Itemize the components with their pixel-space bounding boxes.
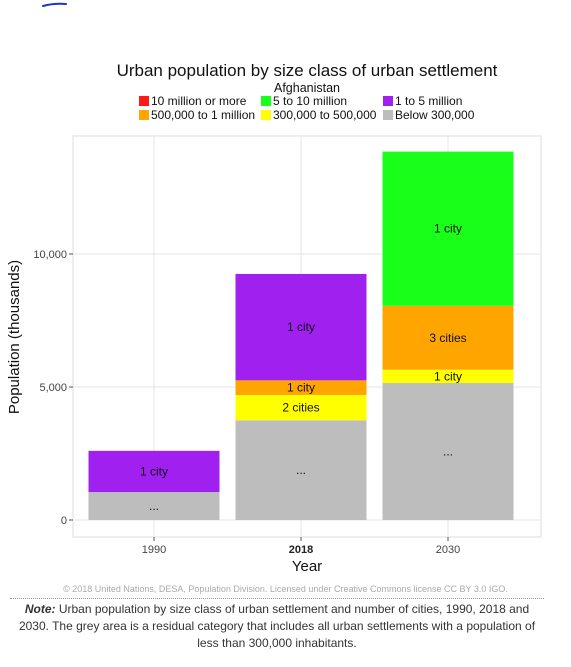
bar-segment	[382, 369, 514, 384]
bar-segment-label: ...	[296, 463, 306, 477]
note-text: Urban population by size class of urban …	[18, 602, 536, 650]
bar-segment-label: ...	[443, 445, 453, 459]
y-tick-label: 0	[61, 515, 67, 527]
chart-subtitle: Afghanistan	[274, 81, 340, 95]
x-axis-title: Year	[292, 558, 322, 575]
bar-segment	[235, 420, 367, 520]
credit-line: © 2018 United Nations, DESA, Population …	[63, 584, 508, 594]
chart: Urban population by size class of urban …	[6, 61, 542, 575]
chart-title: Urban population by size class of urban …	[117, 61, 498, 80]
bar-segment	[382, 305, 514, 370]
legend-swatch	[139, 96, 149, 106]
bar-segment-label: 3 cities	[429, 331, 466, 345]
legend-item-label: 300,000 to 500,000	[273, 108, 377, 122]
y-tick-label: 5,000	[39, 382, 67, 394]
x-tick-label: 2018	[289, 544, 313, 556]
footnote: Note: Urban population by size class of …	[10, 601, 544, 652]
legend-swatch	[383, 110, 393, 120]
bar-segment	[235, 394, 367, 421]
bar-segment	[88, 492, 220, 520]
bar-segment	[88, 450, 220, 493]
x-tick-label: 1990	[142, 544, 166, 556]
bar-segment-label: ...	[149, 499, 159, 513]
bar-segment-label: 1 city	[434, 369, 462, 383]
bar-segment-label: 1 city	[287, 320, 315, 334]
bar-segment	[382, 151, 514, 306]
bar-segment-label: 2 cities	[282, 401, 319, 415]
legend-item-label: 10 million or more	[151, 94, 247, 108]
bar-segment	[235, 273, 367, 381]
plot-area: 0 5,000 10,000 1990 2018 2030... 1 city ... 2 ci…	[33, 135, 542, 556]
legend-item-label: 500,000 to 1 million	[151, 108, 255, 122]
bar-segment	[382, 383, 514, 520]
legend-item-label: Below 300,000	[395, 108, 475, 122]
bar-segment	[235, 380, 367, 395]
legend-item-label: 1 to 5 million	[395, 94, 462, 108]
pen-mark-decoration	[42, 2, 67, 7]
y-axis-title: Population (thousands)	[6, 260, 23, 414]
legend-swatch	[139, 110, 149, 120]
bar-segment-label: 1 city	[287, 381, 315, 395]
legend: 10 million or more 5 to 10 million 1 to 5 …	[139, 94, 475, 122]
divider	[10, 598, 544, 599]
x-tick-label: 2030	[436, 544, 460, 556]
legend-swatch	[383, 96, 393, 106]
legend-item-label: 5 to 10 million	[273, 94, 347, 108]
legend-swatch	[261, 110, 271, 120]
bar-segment-label: 1 city	[434, 222, 462, 236]
bar-segment-label: 1 city	[140, 464, 168, 478]
note-label: Note:	[24, 602, 56, 616]
y-tick-label: 10,000	[33, 249, 67, 261]
legend-swatch	[261, 96, 271, 106]
